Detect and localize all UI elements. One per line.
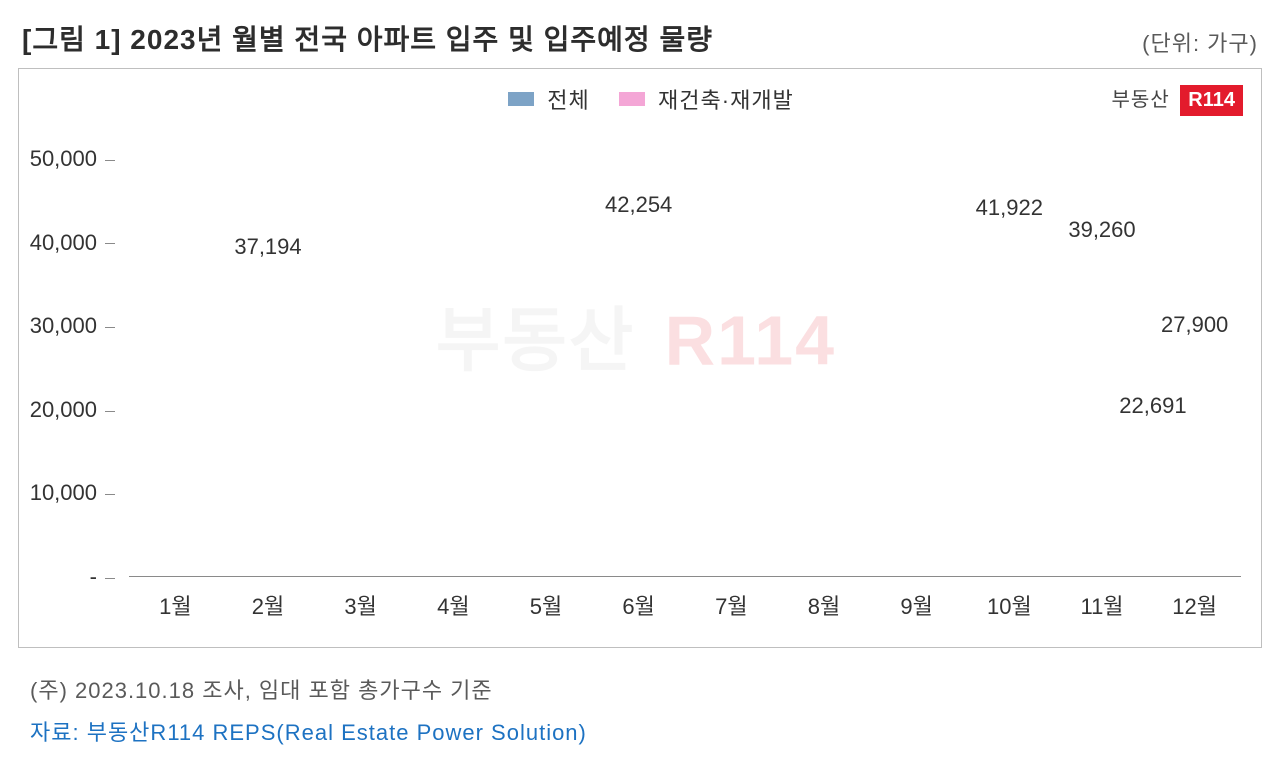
x-tick-label: 1월 — [159, 577, 191, 621]
y-tick: 50,000 — [30, 146, 129, 172]
y-tick: 20,000 — [30, 397, 129, 423]
plot-area: -10,00020,00030,00040,00050,0001월2월3월4월5… — [129, 159, 1241, 577]
x-tick-label: 3월 — [344, 577, 376, 621]
legend-label-redev: 재건축·재개발 — [658, 88, 794, 113]
brand-r114-icon: R114 — [1180, 85, 1243, 116]
legend-swatch-redev — [619, 92, 645, 106]
x-tick-label: 11월 — [1080, 577, 1123, 621]
data-label: 39,260 — [1068, 217, 1135, 243]
y-tick: - — [90, 564, 129, 590]
legend-label-total: 전체 — [547, 88, 589, 113]
y-tick: 30,000 — [30, 313, 129, 339]
x-tick-label: 6월 — [622, 577, 654, 621]
legend-swatch-total — [508, 92, 534, 106]
chart-box: 전체 재건축·재개발 부동산 R114 부동산 R114 -10,00020,0… — [18, 68, 1262, 648]
data-label: 27,900 — [1161, 312, 1228, 338]
x-tick-label: 5월 — [530, 577, 562, 621]
x-tick-label: 8월 — [808, 577, 840, 621]
chart-legend: 전체 재건축·재개발 — [19, 83, 1261, 115]
data-label: 41,922 — [976, 195, 1043, 221]
data-label: 42,254 — [605, 192, 672, 218]
chart-figure: [그림 1] 2023년 월별 전국 아파트 입주 및 입주예정 물량 (단위:… — [0, 0, 1280, 776]
x-tick-label: 4월 — [437, 577, 469, 621]
x-tick-label: 12월 — [1172, 577, 1217, 621]
x-axis-line — [129, 576, 1241, 577]
brand-text: 부동산 — [1112, 89, 1170, 111]
x-tick-label: 2월 — [252, 577, 284, 621]
y-tick: 40,000 — [30, 230, 129, 256]
x-tick-label: 10월 — [987, 577, 1032, 621]
footnotes: (주) 2023.10.18 조사, 임대 포함 총가구수 기준 자료: 부동산… — [18, 648, 1262, 754]
y-tick: 10,000 — [30, 480, 129, 506]
footnote-1: (주) 2023.10.18 조사, 임대 포함 총가구수 기준 — [30, 670, 1256, 712]
unit-label: (단위: 가구) — [1142, 26, 1258, 58]
x-tick-label: 9월 — [900, 577, 932, 621]
footnote-source: 자료: 부동산R114 REPS(Real Estate Power Solut… — [30, 712, 1256, 754]
brand-badge: 부동산 R114 — [1112, 83, 1243, 116]
figure-title: [그림 1] 2023년 월별 전국 아파트 입주 및 입주예정 물량 — [22, 18, 713, 58]
x-tick-label: 7월 — [715, 577, 747, 621]
header-row: [그림 1] 2023년 월별 전국 아파트 입주 및 입주예정 물량 (단위:… — [18, 10, 1262, 68]
data-label: 37,194 — [234, 234, 301, 260]
data-label: 22,691 — [1119, 393, 1186, 419]
